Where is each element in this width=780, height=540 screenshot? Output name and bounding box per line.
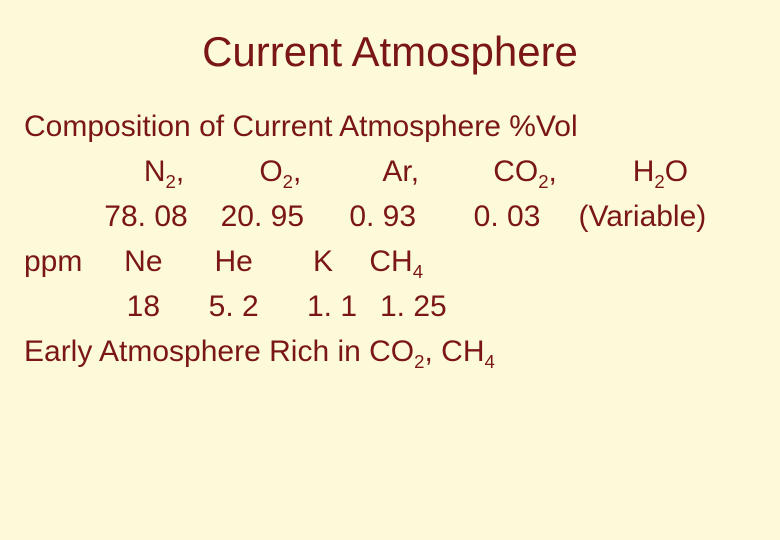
value-ch4: 1. 25 xyxy=(369,284,457,329)
slide-title: Current Atmosphere xyxy=(24,28,756,76)
ppm-label: ppm xyxy=(24,239,96,284)
value-ne: 18 xyxy=(104,284,182,329)
label-k: K xyxy=(285,239,361,284)
composition-values-row: 78. 08 20. 95 0. 93 0. 03 (Variable) xyxy=(92,194,756,239)
ppm-labels-row: ppm Ne He K CH4 xyxy=(24,239,756,284)
value-h2o: (Variable) xyxy=(573,194,711,239)
ppm-values-row: 18 5. 2 1. 1 1. 25 xyxy=(24,284,756,329)
footer-line: Early Atmosphere Rich in CO2, CH4 xyxy=(24,329,756,374)
composition-heading: Composition of Current Atmosphere %Vol xyxy=(24,104,756,149)
label-n2: N2, xyxy=(110,149,218,194)
value-ar: 0. 93 xyxy=(325,194,441,239)
value-he: 5. 2 xyxy=(191,284,277,329)
label-ne: Ne xyxy=(104,239,182,284)
slide: Current Atmosphere Composition of Curren… xyxy=(0,0,780,540)
slide-body: Composition of Current Atmosphere %Vol N… xyxy=(24,104,756,374)
label-ch4: CH4 xyxy=(369,239,457,284)
label-he: He xyxy=(191,239,277,284)
label-h2o: H2O xyxy=(591,149,729,194)
composition-labels-row: N2, O2, Ar, CO2, H2O xyxy=(110,149,756,194)
value-n2: 78. 08 xyxy=(92,194,200,239)
label-ar: Ar, xyxy=(343,149,459,194)
label-co2: CO2, xyxy=(467,149,583,194)
value-o2: 20. 95 xyxy=(208,194,316,239)
value-co2: 0. 03 xyxy=(449,194,565,239)
value-k: 1. 1 xyxy=(285,284,361,329)
label-o2: O2, xyxy=(226,149,334,194)
